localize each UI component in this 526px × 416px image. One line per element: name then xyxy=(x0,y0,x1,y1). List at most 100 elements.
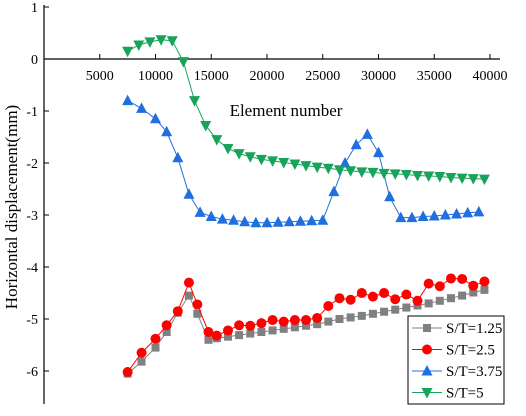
y-tick-label: -4 xyxy=(26,261,38,276)
series-3 xyxy=(122,35,490,186)
data-point xyxy=(250,216,262,228)
series-layer xyxy=(122,35,490,378)
data-point xyxy=(378,168,390,180)
legend-marker xyxy=(421,365,433,376)
data-point xyxy=(445,173,457,184)
y-tick-label: 1 xyxy=(31,1,38,16)
data-point xyxy=(137,357,146,366)
data-point xyxy=(150,112,161,124)
data-point xyxy=(222,325,233,336)
data-point xyxy=(189,96,201,107)
data-point xyxy=(333,165,345,176)
x-tick-label: 30000 xyxy=(361,69,396,84)
data-point xyxy=(445,273,456,284)
x-tick-label: 40000 xyxy=(473,69,508,84)
data-point xyxy=(151,343,160,352)
data-point xyxy=(390,294,401,305)
data-point xyxy=(161,125,173,137)
data-point xyxy=(245,320,256,331)
data-point xyxy=(239,215,251,227)
x-tick-label: 25000 xyxy=(305,69,340,84)
data-point xyxy=(379,288,390,298)
data-point xyxy=(458,291,467,300)
legend-label: S/T=1.25 xyxy=(446,321,502,337)
data-point xyxy=(356,288,367,298)
data-point xyxy=(423,171,435,182)
data-point xyxy=(346,313,355,322)
y-axis-title: Horizontal displacement(mm) xyxy=(2,105,21,309)
data-point xyxy=(177,57,189,68)
data-point xyxy=(339,157,351,168)
data-point xyxy=(155,35,167,46)
data-point xyxy=(356,167,368,178)
data-point xyxy=(205,210,217,222)
data-point xyxy=(133,40,145,51)
data-point xyxy=(468,280,479,291)
data-point xyxy=(300,161,312,172)
data-point xyxy=(446,294,455,303)
data-point xyxy=(473,205,485,217)
data-point xyxy=(122,367,133,378)
data-point xyxy=(278,157,290,169)
data-point xyxy=(234,320,245,331)
data-point xyxy=(317,214,329,225)
series-2 xyxy=(122,94,485,228)
data-point xyxy=(389,169,401,180)
data-point xyxy=(435,296,444,305)
data-point xyxy=(478,174,490,186)
data-point xyxy=(194,206,206,217)
x-tick-label: 10000 xyxy=(138,69,173,84)
data-point xyxy=(368,309,377,318)
data-point xyxy=(289,159,301,171)
data-point xyxy=(361,128,373,139)
data-point xyxy=(278,316,289,327)
data-point xyxy=(350,138,362,150)
data-point xyxy=(267,156,279,167)
data-point xyxy=(136,102,148,113)
legend: S/T=1.25 S/T=2.5 S/T=3.75 S/T=5 xyxy=(407,315,505,405)
data-point xyxy=(255,154,267,166)
data-point xyxy=(401,289,412,300)
data-point xyxy=(456,173,468,185)
y-tick-label: -2 xyxy=(26,157,38,172)
data-point xyxy=(384,190,396,202)
data-point xyxy=(294,215,306,226)
data-point xyxy=(439,209,451,220)
y-tick-label: -1 xyxy=(26,105,38,120)
y-tick-label: 0 xyxy=(31,53,38,68)
data-point xyxy=(345,166,357,177)
data-point xyxy=(150,333,161,344)
data-point xyxy=(334,293,345,304)
data-point xyxy=(302,321,311,330)
x-tick-label: 20000 xyxy=(250,69,285,84)
data-point xyxy=(467,174,479,185)
data-point xyxy=(324,317,333,326)
data-point xyxy=(290,323,299,332)
data-point xyxy=(395,211,407,223)
data-point xyxy=(457,273,468,284)
data-point xyxy=(391,305,400,314)
x-tick-label: 5000 xyxy=(86,69,114,84)
data-point xyxy=(367,167,379,179)
data-point xyxy=(283,215,295,227)
data-point xyxy=(469,288,478,297)
data-point xyxy=(183,188,195,199)
legend-marker xyxy=(421,388,433,399)
data-point xyxy=(222,143,234,155)
data-point xyxy=(183,277,194,288)
legend-label: S/T=3.75 xyxy=(446,364,502,380)
data-point xyxy=(268,326,277,335)
data-point xyxy=(193,309,202,318)
data-point xyxy=(322,163,334,175)
series-1 xyxy=(122,273,490,378)
data-point xyxy=(172,306,183,317)
legend-marker xyxy=(423,324,431,332)
data-point xyxy=(323,301,334,311)
data-point xyxy=(412,170,424,182)
data-point xyxy=(400,169,412,181)
data-point xyxy=(162,328,171,336)
data-point xyxy=(462,206,474,218)
data-point xyxy=(257,328,266,336)
data-point xyxy=(434,281,445,292)
